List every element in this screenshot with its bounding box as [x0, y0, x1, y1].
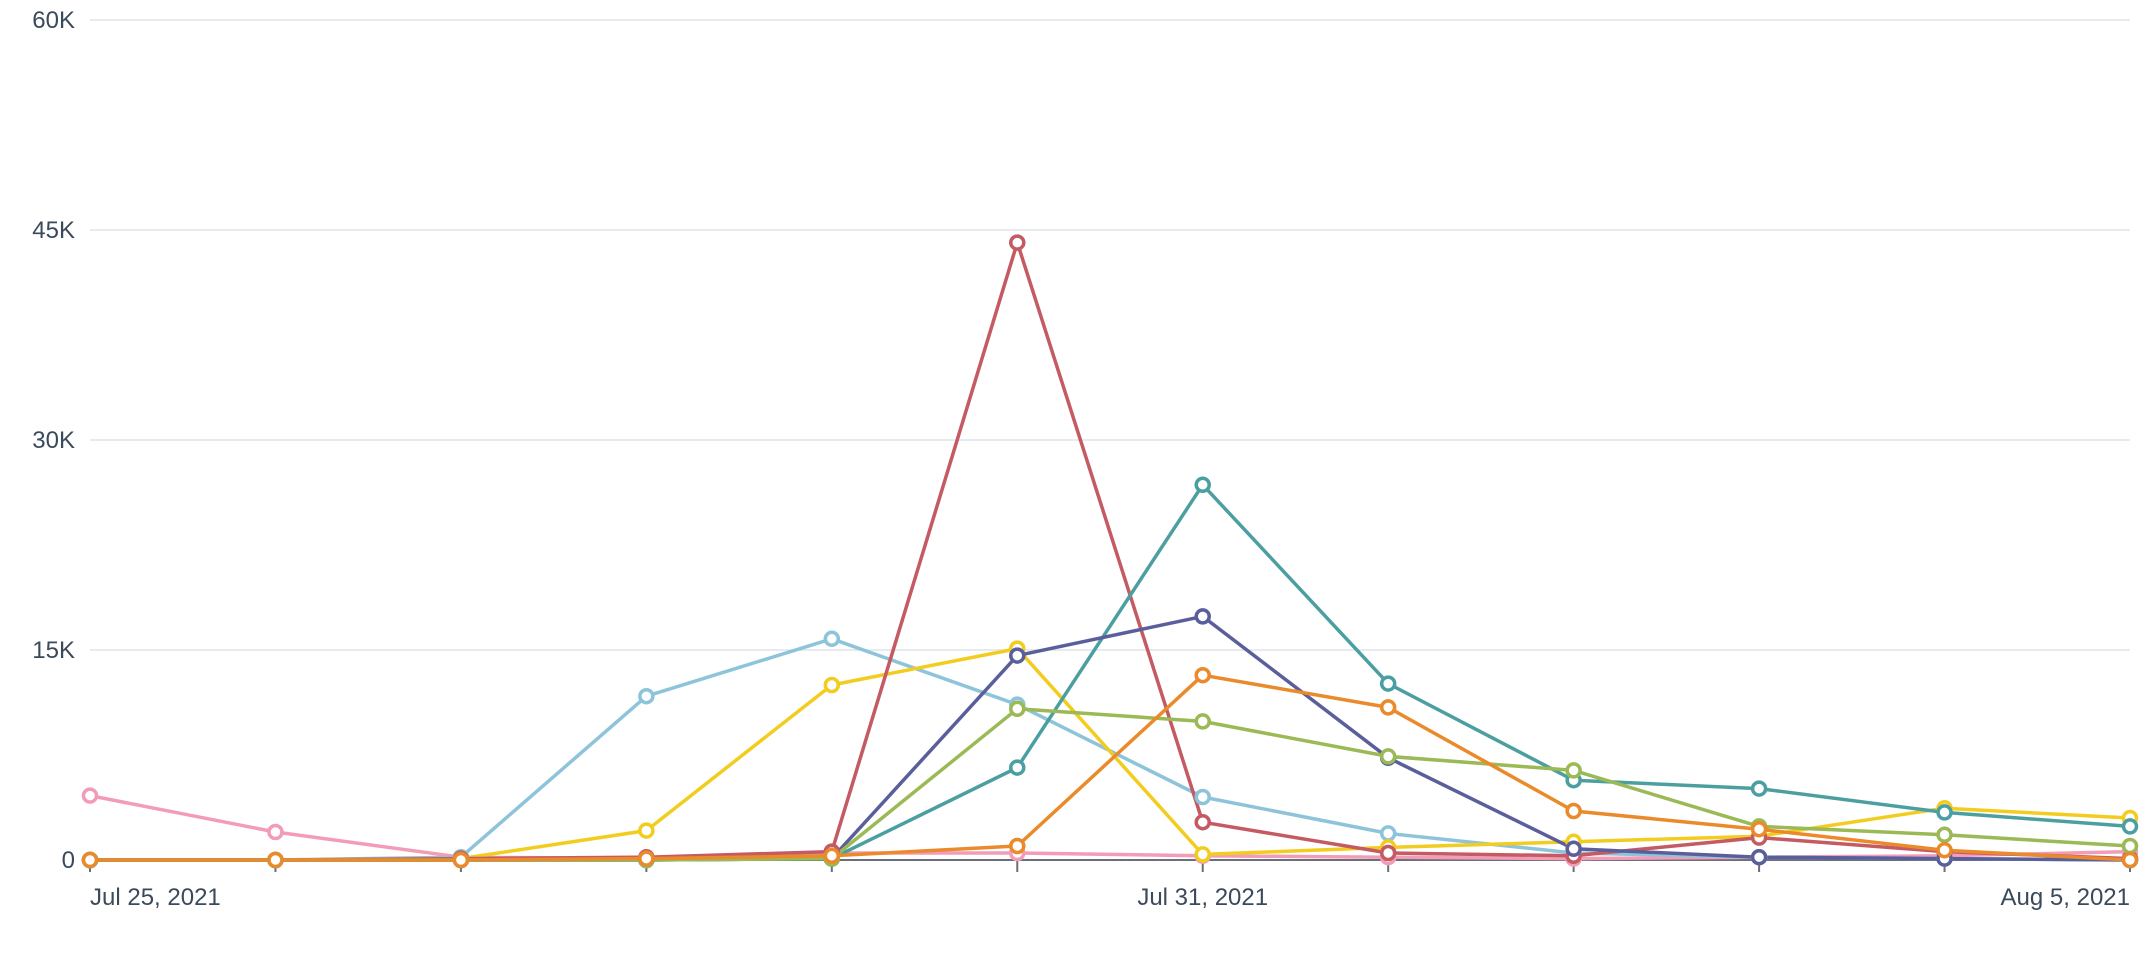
y-tick-label: 60K — [32, 7, 75, 34]
y-axis-tick-labels: 0 15K 30K 45K 60K — [32, 7, 75, 874]
data-point[interactable] — [1194, 788, 1211, 806]
data-point[interactable] — [1009, 647, 1026, 664]
data-point[interactable] — [638, 822, 655, 839]
x-tick-label: Aug 5, 2021 — [2001, 884, 2130, 911]
data-point[interactable] — [2121, 818, 2139, 835]
data-point[interactable] — [2121, 837, 2139, 855]
y-tick-label: 0 — [62, 847, 75, 874]
data-point[interactable] — [1750, 780, 1768, 797]
y-tick-label: 15K — [32, 637, 75, 664]
data-point[interactable] — [1009, 837, 1026, 855]
data-point[interactable] — [1194, 713, 1211, 730]
series-markers — [81, 234, 2139, 869]
data-point[interactable] — [1009, 759, 1026, 776]
x-tick-label: Jul 31, 2021 — [1137, 884, 1268, 911]
y-tick-label: 30K — [32, 427, 75, 454]
data-point[interactable] — [1750, 820, 1768, 838]
data-point[interactable] — [1379, 699, 1397, 716]
data-point[interactable] — [823, 630, 841, 648]
data-point[interactable] — [1379, 675, 1397, 692]
data-point[interactable] — [1194, 666, 1211, 684]
data-point[interactable] — [1009, 234, 1026, 251]
data-point[interactable] — [2121, 851, 2139, 869]
data-point[interactable] — [823, 676, 841, 694]
data-point[interactable] — [1194, 846, 1211, 863]
data-point[interactable] — [1565, 840, 1582, 858]
data-point[interactable] — [823, 847, 841, 865]
x-tick-label: Jul 25, 2021 — [90, 884, 221, 911]
data-point[interactable] — [1750, 848, 1768, 866]
data-point[interactable] — [638, 850, 655, 867]
data-point[interactable] — [81, 787, 99, 804]
data-point[interactable] — [267, 851, 284, 869]
data-point[interactable] — [452, 851, 470, 869]
data-point[interactable] — [267, 823, 284, 841]
data-point[interactable] — [1936, 804, 1953, 821]
data-point[interactable] — [638, 687, 655, 705]
series-line-4 — [88, 240, 2132, 862]
series-lines — [88, 240, 2132, 862]
data-point[interactable] — [1194, 608, 1211, 625]
series-line-8 — [88, 673, 2132, 862]
series-line-5 — [88, 483, 2132, 862]
data-point[interactable] — [1936, 841, 1953, 859]
gridlines — [90, 19, 2130, 651]
data-point[interactable] — [1565, 802, 1582, 820]
x-axis: Jul 25, 2021 Jul 31, 2021 Aug 5, 2021 — [89, 859, 2131, 911]
data-point[interactable] — [1936, 826, 1953, 844]
data-point[interactable] — [1379, 748, 1397, 765]
data-point[interactable] — [1194, 476, 1211, 494]
data-point[interactable] — [1009, 700, 1026, 718]
data-point[interactable] — [81, 851, 99, 869]
data-point[interactable] — [1194, 813, 1211, 831]
data-point[interactable] — [1565, 762, 1582, 779]
data-point[interactable] — [1379, 844, 1397, 862]
series-line-6 — [88, 614, 2132, 862]
y-tick-label: 45K — [32, 217, 75, 244]
data-point[interactable] — [1379, 825, 1397, 842]
